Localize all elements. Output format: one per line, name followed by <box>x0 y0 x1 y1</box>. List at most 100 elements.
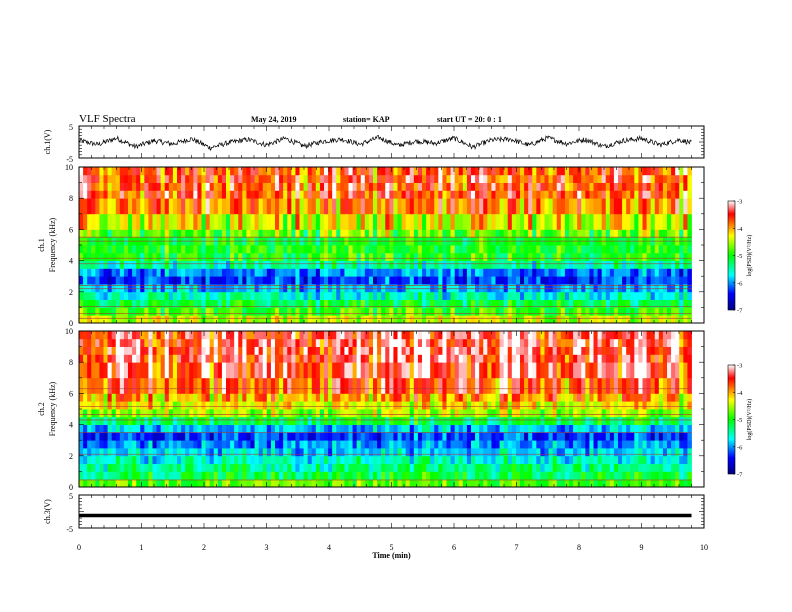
ch2-spectrogram-cell <box>544 377 549 394</box>
ch2-spectrogram-cell <box>177 393 182 402</box>
ch2-spectrogram-cell <box>164 416 170 425</box>
ch1-spectrogram-cell <box>262 252 268 261</box>
ch2-spectrogram-cell <box>250 362 255 379</box>
ch2-spectrogram-cell <box>593 432 598 441</box>
ch1-spectrogram-cell <box>687 284 692 293</box>
ch1-spectrogram-cell <box>152 284 157 293</box>
ch1-spectrogram-cell <box>495 213 500 230</box>
ch1-spectrogram-cell <box>217 213 223 230</box>
ch2-spectrogram-cell <box>136 362 141 379</box>
ch2-spectrogram-cell <box>128 393 133 402</box>
ch2-spectrogram-cell <box>168 331 174 340</box>
ch2-spectrogram-cell <box>585 377 590 394</box>
ch1-spectrogram-cell <box>671 315 676 324</box>
ch1-spectrogram-cell <box>409 213 415 230</box>
ch2-spectrogram-cell <box>328 354 333 363</box>
ch2-spectrogram-cell <box>344 354 349 363</box>
ch2-spectrogram-cell <box>119 409 125 418</box>
ch2-spectrogram-cell <box>189 338 194 347</box>
ch1-spectrogram-cell <box>536 174 541 183</box>
ch1-spectrogram-cell <box>389 252 394 261</box>
ch1-spectrogram-cell <box>495 291 500 300</box>
ch1-spectrogram-cell <box>83 291 88 300</box>
ch1-spectrogram-cell <box>79 198 84 215</box>
ch2-spectrogram-cell <box>205 331 211 340</box>
ch1-spectrogram-cell <box>532 229 537 238</box>
ch2-spectrogram-cell <box>128 346 133 355</box>
ch1-spectrogram-cell <box>328 276 333 285</box>
ch2-spectrogram-cell <box>340 377 345 394</box>
ch2-spectrogram-cell <box>520 463 525 472</box>
ch2-spectrogram-cell <box>593 401 598 410</box>
ch1-spectrogram-cell <box>475 245 480 254</box>
ch2-spectrogram-cell <box>205 354 211 363</box>
ch2-spectrogram-cell <box>495 471 500 480</box>
ch1-spectrogram-cell <box>336 299 341 308</box>
ch1-spectrogram-cell <box>111 229 117 238</box>
ch1-spectrogram-cell <box>483 213 488 230</box>
ch2-spectrogram-cell <box>499 409 505 418</box>
ch2-spectrogram-cell <box>364 338 370 347</box>
ch2-spectrogram-cell <box>324 409 329 418</box>
ch1-spectrogram-cell <box>650 245 656 254</box>
ch1-spectrogram-cell <box>128 245 133 254</box>
ch1-spectrogram-cell <box>115 276 121 285</box>
ch1-spectrogram-cell <box>430 167 435 176</box>
ch1-spectrogram-cell <box>103 229 108 238</box>
ch2-spectrogram-cell <box>442 463 447 472</box>
ch2-spectrogram-cell <box>99 377 104 394</box>
ch2-spectrogram-cell <box>119 354 125 363</box>
ch1-spectrogram-cell <box>311 190 317 199</box>
ch1-spectrogram-cell <box>307 182 313 191</box>
ch1-spectrogram-cell <box>601 260 607 269</box>
ch1-spectrogram-cell <box>495 284 500 293</box>
ch2-spectrogram-cell <box>238 424 243 433</box>
ch1-spectrogram-cell <box>487 174 492 183</box>
ch2-spectrogram-cell <box>552 448 558 457</box>
ch1-spectrogram-cell <box>601 167 607 176</box>
ch2-spectrogram-cell <box>140 409 145 418</box>
ch1-spectrogram-cell <box>152 260 157 269</box>
ch2-spectrogram-cell <box>91 377 96 394</box>
ch2-spectrogram-cell <box>577 448 582 457</box>
ch1-spectrogram-cell <box>336 307 341 316</box>
ch1-spectrogram-cell <box>266 213 272 230</box>
ch1-spectrogram-cell <box>156 260 162 269</box>
ch2-spectrogram-cell <box>438 409 443 418</box>
ch2-spectrogram-cell <box>532 479 537 488</box>
ch1-spectrogram-cell <box>622 167 627 176</box>
ch1-spectrogram-cell <box>177 276 182 285</box>
ch1-spectrogram-cell <box>99 260 104 269</box>
ch2-spectrogram-cell <box>577 432 582 441</box>
ch1-spectrogram-cell <box>111 167 117 176</box>
ch2-spectrogram-cell <box>434 346 439 355</box>
ch1-spectrogram-cell <box>230 252 235 261</box>
ch1-spectrogram-cell <box>475 284 480 293</box>
ch2-spectrogram-cell <box>589 455 594 464</box>
ch2-spectrogram-cell <box>115 338 121 347</box>
ch2-spectrogram-cell <box>577 338 582 347</box>
ch1-spectrogram-cell <box>409 291 415 300</box>
ch1-spectrogram-cell <box>397 268 402 277</box>
ch1-spectrogram-cell <box>217 276 223 285</box>
ch1-spectrogram-cell <box>279 299 284 308</box>
ch2-spectrogram-cell <box>160 455 166 464</box>
ch2-spectrogram-cell <box>385 401 390 410</box>
ch1-spectrogram-cell <box>217 174 223 183</box>
ch2-spectrogram-cell <box>364 393 370 402</box>
ch1-spectrogram-cell <box>168 245 174 254</box>
ch2-spectrogram-cell <box>262 416 268 425</box>
ch1-spectrogram-cell <box>507 252 513 261</box>
ch2-spectrogram-cell <box>413 393 419 402</box>
ch2-spectrogram-cell <box>258 448 264 457</box>
ch2-spectrogram-cell <box>283 338 288 347</box>
ch2-spectrogram-cell <box>475 409 480 418</box>
ch1-spectrogram-cell <box>658 229 664 238</box>
ch1-spectrogram-cell <box>246 182 251 191</box>
ch2-spectrogram-cell <box>193 416 198 425</box>
ch1-spectrogram-cell <box>434 276 439 285</box>
ch1-spectrogram-cell <box>630 167 635 176</box>
ch2-spectrogram-cell <box>144 331 149 340</box>
ch1-spectrogram-cell <box>687 167 692 176</box>
ch2-spectrogram-cell <box>332 471 337 480</box>
